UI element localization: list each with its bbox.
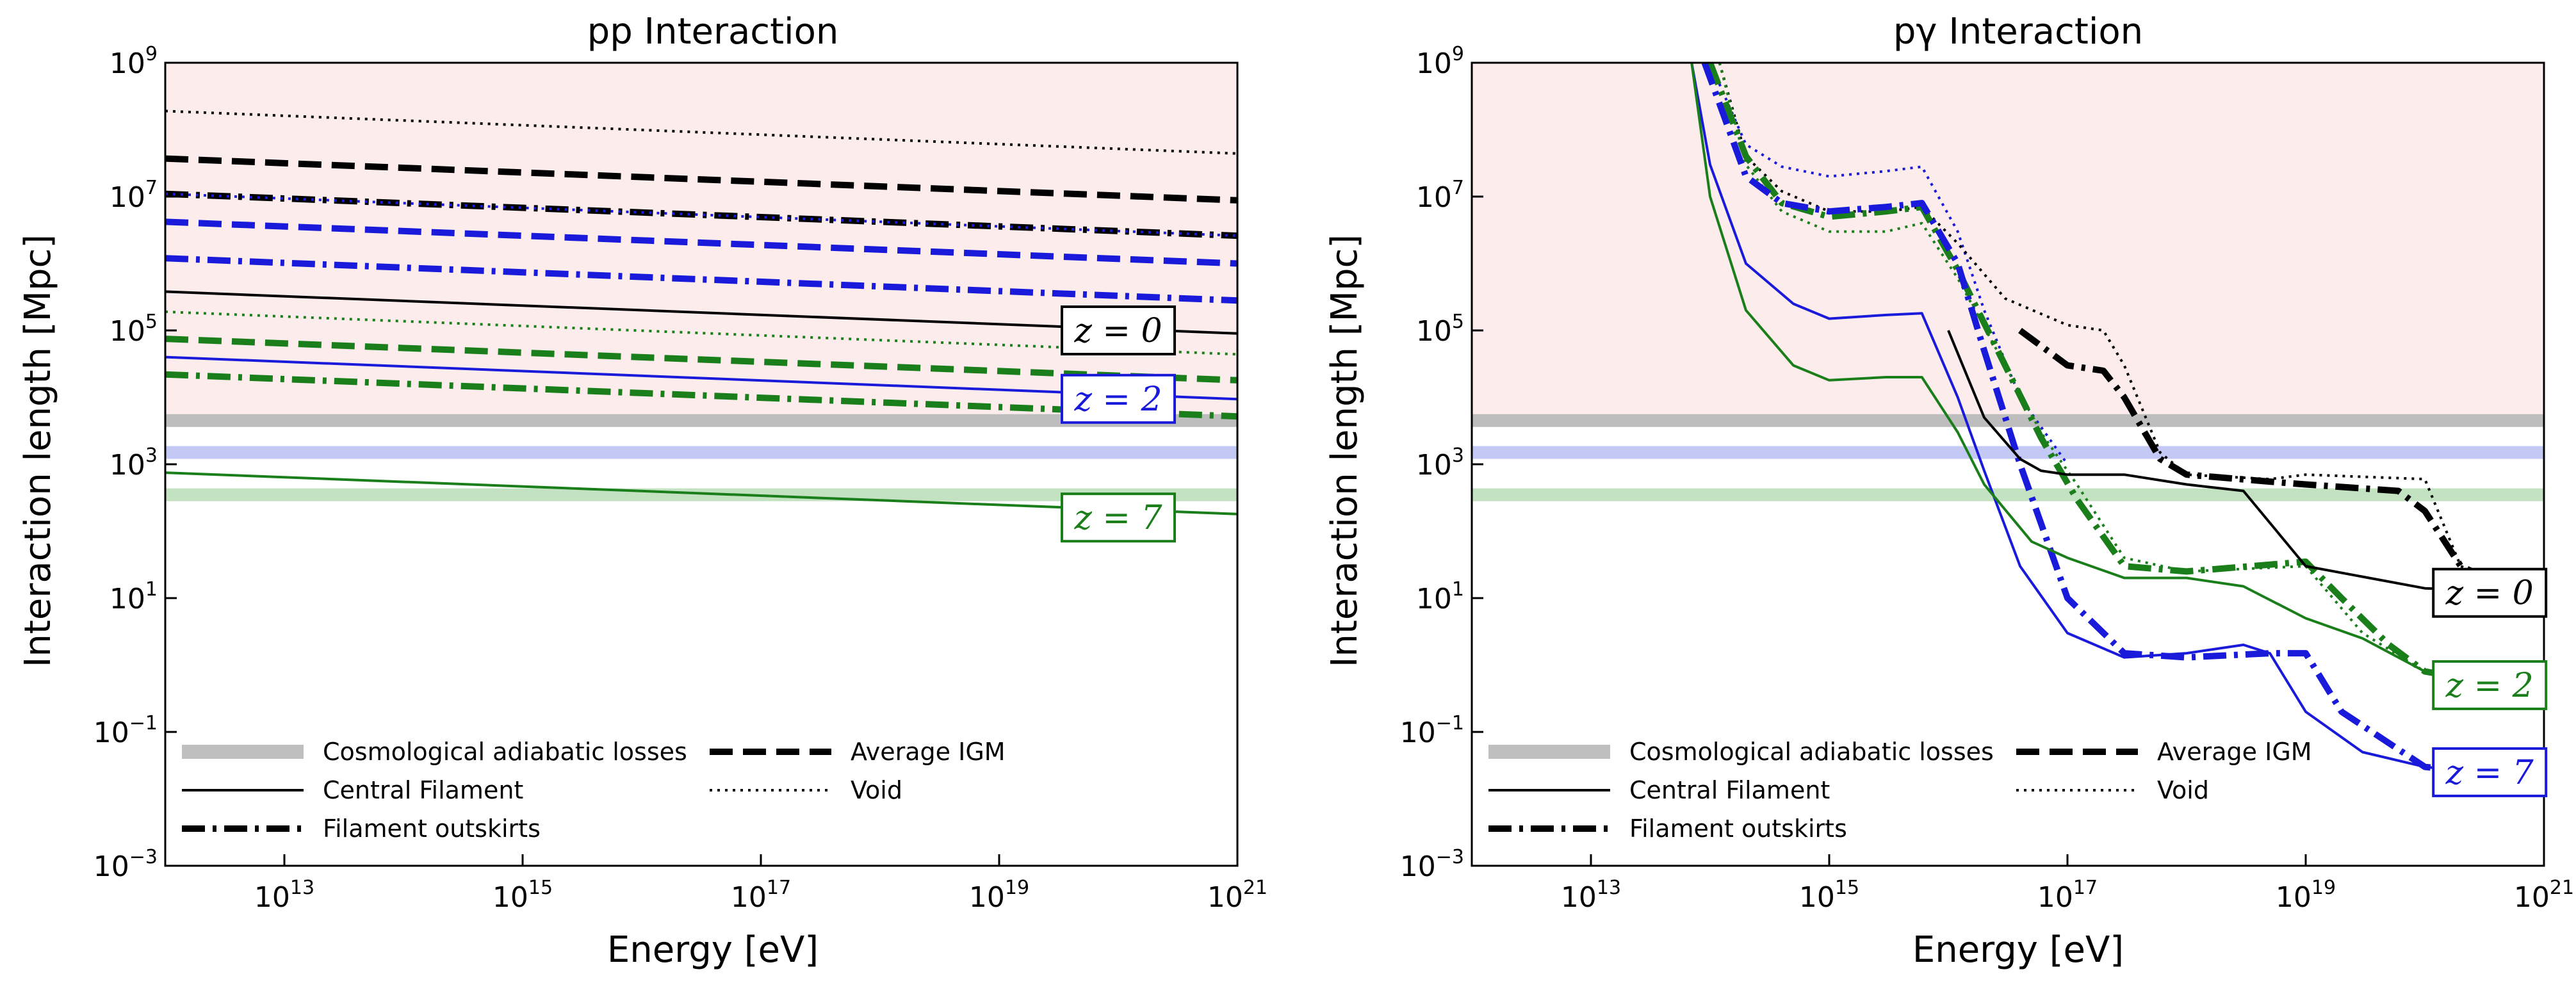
- panel-title: pp Interaction: [587, 11, 839, 53]
- legend-entry-void: Void: [2016, 776, 2209, 804]
- legend-label: Average IGM: [2157, 738, 2312, 766]
- y-tick-label: 101: [1416, 578, 1464, 615]
- series-z2-central-filament: [165, 355, 1237, 401]
- x-axis-label: Energy [eV]: [1912, 929, 2124, 971]
- legend-label: Filament outskirts: [1629, 815, 1847, 843]
- z-label-box: z = 0: [2432, 567, 2548, 618]
- legend-label: Void: [2157, 776, 2209, 804]
- panel-title: pγ Interaction: [1893, 11, 2143, 53]
- plot-area: [1472, 63, 2544, 782]
- legend: Cosmological adiabatic losses Central Fil…: [1488, 738, 2312, 843]
- legend-label: Central Filament: [1629, 776, 1830, 804]
- z-label-box: z = 0: [1061, 305, 1176, 355]
- legend-entry-filament-outskirts: Filament outskirts: [182, 815, 541, 843]
- plot-area: [165, 63, 1237, 515]
- legend-label: Void: [851, 776, 902, 804]
- y-tick-label: 105: [110, 311, 158, 348]
- legend-entry-average-igm: Average IGM: [2016, 738, 2312, 766]
- y-axis-label: Interaction length [Mpc]: [1324, 234, 1365, 667]
- pp-interaction-panel: pp Interaction Energy [eV] Interaction l…: [17, 11, 1268, 971]
- z-label-box: z = 7: [2432, 747, 2548, 797]
- series-z0-filament-outskirts: [2018, 327, 2544, 608]
- legend-entry-average-igm: Average IGM: [710, 738, 1006, 766]
- series-z2-average-igm: [165, 218, 1237, 267]
- y-tick-label: 10−3: [94, 846, 158, 883]
- y-tick-label: 109: [1416, 43, 1464, 80]
- x-tick-label: 1021: [2514, 877, 2574, 914]
- legend-entry-central-filament: Central Filament: [182, 776, 523, 804]
- z-label-box: z = 7: [1061, 492, 1176, 543]
- legend-entry-filament-outskirts: Filament outskirts: [1488, 815, 1847, 843]
- z-label: z = 7: [1073, 499, 1162, 537]
- series-z7-central-filament: [1690, 63, 2544, 780]
- adiabatic-band-z0: [165, 414, 1237, 427]
- y-tick-label: 10−1: [1400, 712, 1464, 749]
- series-z0-central-filament: [1947, 330, 2544, 594]
- x-tick-label: 1015: [493, 877, 553, 914]
- y-tick-label: 101: [110, 578, 158, 615]
- legend-entry-cosmological-adiabatic-losses: Cosmological adiabatic losses: [182, 738, 687, 766]
- z-label: z = 7: [2445, 754, 2534, 792]
- z-label-box: z = 2: [1061, 373, 1176, 424]
- series-z7-void: [165, 310, 1237, 356]
- series-z0-void: [1718, 63, 2544, 599]
- p-gamma-interaction-panel: pγ Interaction Energy [eV] Interaction l…: [1324, 11, 2574, 971]
- y-tick-label: 109: [110, 43, 158, 80]
- y-tick-label: 107: [110, 177, 158, 214]
- legend-label: Cosmological adiabatic losses: [1629, 738, 1994, 766]
- y-tick-label: 105: [1416, 311, 1464, 348]
- y-axis-label: Interaction length [Mpc]: [17, 234, 59, 667]
- adiabatic-band-z7: [1472, 488, 2544, 501]
- series-z7-central-filament: [165, 471, 1237, 515]
- x-tick-label: 1017: [2037, 877, 2098, 914]
- series-z7-filament-outskirts: [165, 371, 1237, 420]
- series-z0-average-igm: [165, 155, 1237, 204]
- x-tick-label: 1019: [969, 877, 1029, 914]
- legend-entry-cosmological-adiabatic-losses: Cosmological adiabatic losses: [1488, 738, 1994, 766]
- x-tick-label: 1017: [731, 877, 791, 914]
- series-z2-filament-outskirts: [165, 255, 1237, 304]
- adiabatic-band-z2: [1472, 446, 2544, 459]
- x-tick-label: 1021: [1207, 877, 1268, 914]
- z-label: z = 0: [2445, 574, 2534, 613]
- y-tick-label: 10−1: [94, 712, 158, 749]
- legend-entry-central-filament: Central Filament: [1488, 776, 1830, 804]
- x-tick-label: 1013: [1561, 877, 1621, 914]
- legend-label: Cosmological adiabatic losses: [323, 738, 687, 766]
- legend-label: Filament outskirts: [323, 815, 541, 843]
- z-label: z = 2: [2445, 667, 2534, 705]
- legend-label: Average IGM: [851, 738, 1006, 766]
- adiabatic-band-z7: [165, 488, 1237, 501]
- z-label: z = 2: [1073, 380, 1162, 419]
- legend: Cosmological adiabatic losses Central Fil…: [182, 738, 1006, 843]
- y-tick-label: 107: [1416, 177, 1464, 214]
- series-z7-average-igm: [165, 336, 1237, 384]
- series-z2-filament-outskirts: [1707, 63, 2544, 695]
- y-tick-label: 103: [1416, 444, 1464, 482]
- z-label-box: z = 2: [2432, 660, 2548, 710]
- z-label: z = 0: [1073, 312, 1162, 350]
- x-tick-label: 1019: [2276, 877, 2336, 914]
- y-tick-label: 10−3: [1400, 846, 1464, 883]
- series-z2-central-filament: [1690, 63, 2544, 681]
- x-axis-label: Energy [eV]: [607, 929, 819, 971]
- legend-entry-void: Void: [710, 776, 902, 804]
- series-z2-void: [165, 192, 1237, 238]
- x-tick-label: 1013: [254, 877, 314, 914]
- adiabatic-band-z0: [1472, 414, 2544, 427]
- legend-label: Central Filament: [323, 776, 523, 804]
- series-z0-central-filament: [165, 290, 1237, 335]
- y-tick-label: 103: [110, 444, 158, 482]
- adiabatic-band-z2: [165, 446, 1237, 459]
- x-tick-label: 1015: [1799, 877, 1859, 914]
- series-z0-void: [165, 110, 1237, 155]
